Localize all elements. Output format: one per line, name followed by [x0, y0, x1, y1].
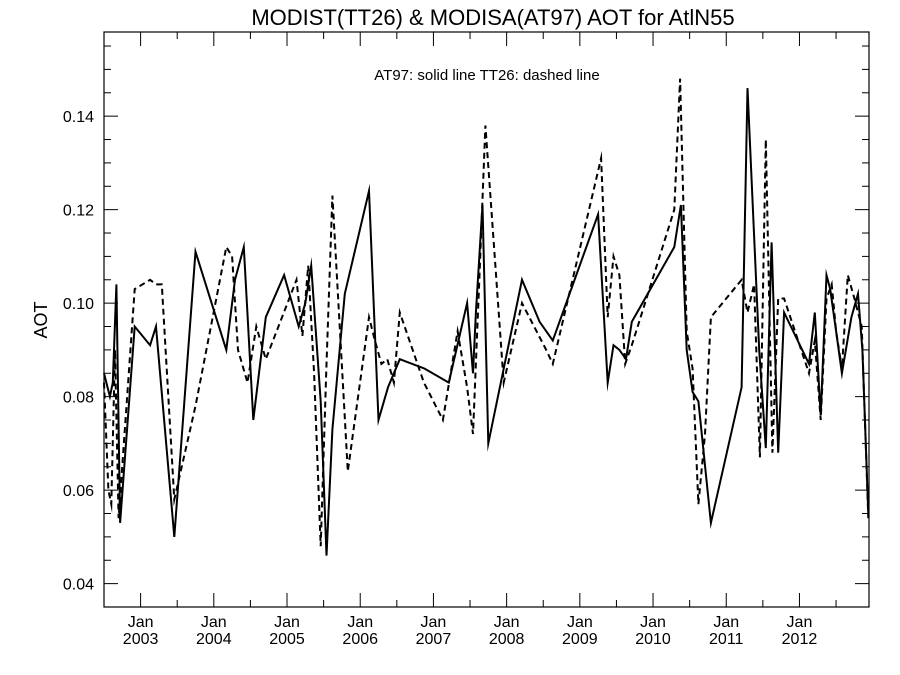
x-tick-year-label: 2008 [489, 631, 525, 648]
y-tick-label: 0.10 [63, 296, 94, 313]
x-tick-month-label: Jan [201, 614, 227, 631]
y-tick-label: 0.14 [63, 109, 94, 126]
x-tick-month-label: Jan [713, 614, 739, 631]
x-tick-year-label: 2010 [635, 631, 671, 648]
y-tick-label: 0.08 [63, 390, 94, 407]
chart-title: MODIST(TT26) & MODISA(AT97) AOT for AtlN… [251, 5, 734, 30]
y-axis-label: AOT [31, 301, 51, 338]
plot-frame [103, 31, 870, 608]
series-layer [103, 78, 870, 556]
x-tick-year-label: 2003 [123, 631, 159, 648]
x-tick-month-label: Jan [347, 614, 373, 631]
x-tick-month-label: Jan [274, 614, 300, 631]
legend-annotation: AT97: solid line TT26: dashed line [374, 67, 599, 84]
y-tick-label: 0.06 [63, 483, 94, 500]
y-tick-label: 0.04 [63, 577, 94, 594]
x-tick-month-label: Jan [421, 614, 447, 631]
x-tick-year-label: 2012 [782, 631, 818, 648]
series-line-tt26 [103, 78, 870, 547]
x-tick-month-label: Jan [787, 614, 813, 631]
y-tick-label: 0.12 [63, 203, 94, 220]
tick-labels: 0.040.060.080.100.120.14Jan2003Jan2004Ja… [63, 109, 817, 648]
x-tick-year-label: 2005 [269, 631, 305, 648]
x-tick-month-label: Jan [128, 614, 154, 631]
x-tick-year-label: 2006 [342, 631, 378, 648]
x-tick-year-label: 2007 [416, 631, 452, 648]
x-tick-month-label: Jan [640, 614, 666, 631]
axis-ticks [103, 32, 869, 608]
series-line-at97 [103, 88, 870, 556]
x-tick-year-label: 2004 [196, 631, 232, 648]
x-tick-year-label: 2009 [562, 631, 598, 648]
x-tick-year-label: 2011 [709, 631, 744, 648]
x-tick-month-label: Jan [494, 614, 520, 631]
x-tick-month-label: Jan [567, 614, 593, 631]
